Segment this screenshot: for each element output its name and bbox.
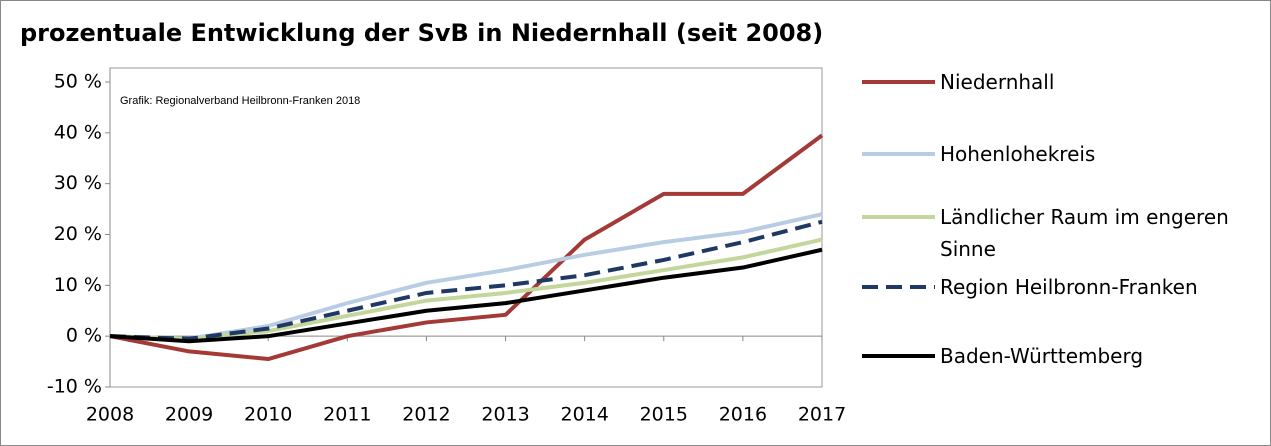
legend-label: Region Heilbronn-Franken xyxy=(940,275,1198,299)
legend-label: Niedernhall xyxy=(940,70,1055,94)
x-tick-label: 2012 xyxy=(402,404,450,426)
x-tick-label: 2009 xyxy=(165,404,213,426)
x-tick-label: 2013 xyxy=(481,404,529,426)
series-line xyxy=(109,133,824,362)
series-line xyxy=(109,219,823,341)
chart-title: prozentuale Entwicklung der SvB in Niede… xyxy=(20,19,823,47)
x-tick-label: 2014 xyxy=(560,404,608,426)
y-tick-label: 30 % xyxy=(54,172,102,194)
y-tick-label: 0 % xyxy=(66,325,102,347)
x-tick-label: 2017 xyxy=(798,404,846,426)
y-tick-label: 10 % xyxy=(54,274,102,296)
series-line xyxy=(109,247,823,344)
y-tick-label: 20 % xyxy=(54,223,102,245)
x-tick-label: 2016 xyxy=(719,404,767,426)
x-tick-label: 2011 xyxy=(323,404,371,426)
annotation: Grafik: Regionalverband Heilbronn-Franke… xyxy=(120,95,360,107)
legend-label: Hohenlohekreis xyxy=(940,142,1096,166)
y-tick-label: -10 % xyxy=(47,376,102,398)
series-line xyxy=(109,237,823,341)
y-tick-label: 50 % xyxy=(54,71,102,93)
y-tick-label: 40 % xyxy=(54,121,102,143)
x-tick-label: 2010 xyxy=(244,404,292,426)
x-tick-label: 2015 xyxy=(640,404,688,426)
x-tick-label: 2008 xyxy=(86,404,134,426)
legend-label: Ländlicher Raum im engeren Sinne xyxy=(940,205,1229,261)
legend-label: Baden-Württemberg xyxy=(940,344,1144,368)
series-line xyxy=(109,212,823,341)
